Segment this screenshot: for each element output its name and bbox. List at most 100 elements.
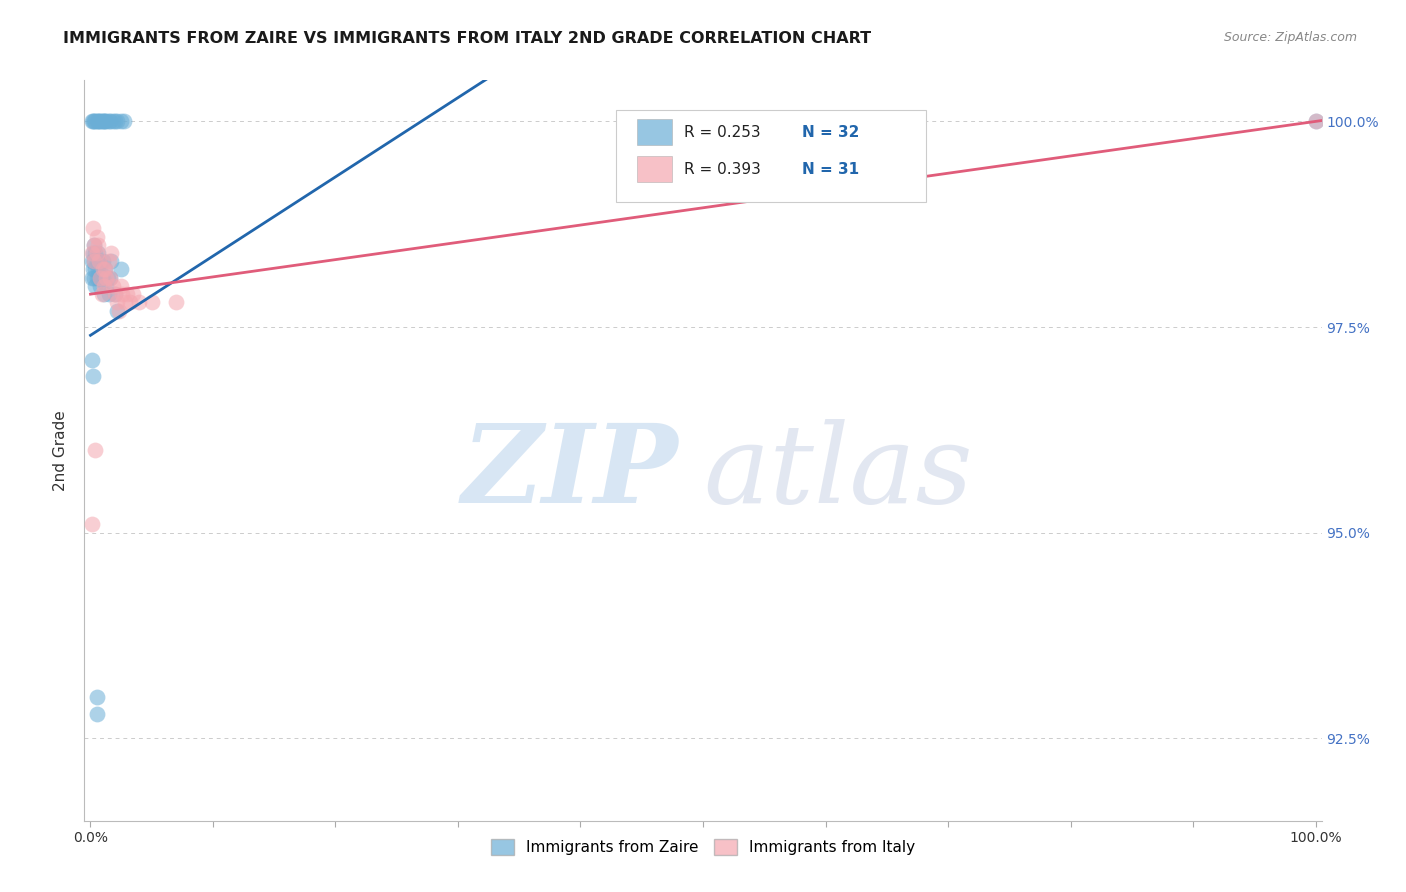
- Point: [89, 262, 111, 277]
- Point: [107, 303, 129, 318]
- Text: R = 0.253: R = 0.253: [685, 125, 761, 140]
- Point: [84, 114, 107, 128]
- Point: [87, 270, 110, 285]
- Point: [89, 279, 111, 293]
- Point: [90, 270, 112, 285]
- Point: [83, 270, 105, 285]
- Point: [98, 114, 121, 128]
- Point: [84, 262, 107, 277]
- Point: [93, 287, 115, 301]
- Point: [110, 114, 132, 128]
- Point: [101, 114, 124, 128]
- Point: [84, 246, 107, 260]
- Y-axis label: 2nd Grade: 2nd Grade: [53, 410, 69, 491]
- Point: [128, 295, 150, 310]
- Point: [89, 270, 111, 285]
- Point: [83, 254, 105, 268]
- Point: [110, 279, 132, 293]
- Point: [87, 262, 110, 277]
- Point: [86, 706, 108, 721]
- Text: N = 31: N = 31: [801, 161, 859, 177]
- Point: [107, 303, 129, 318]
- Point: [86, 254, 108, 268]
- FancyBboxPatch shape: [637, 156, 672, 182]
- Point: [84, 443, 107, 458]
- Point: [82, 114, 104, 128]
- Point: [91, 262, 114, 277]
- Point: [87, 114, 110, 128]
- Point: [96, 279, 118, 293]
- Point: [83, 114, 105, 128]
- Point: [87, 237, 110, 252]
- Text: IMMIGRANTS FROM ZAIRE VS IMMIGRANTS FROM ITALY 2ND GRADE CORRELATION CHART: IMMIGRANTS FROM ZAIRE VS IMMIGRANTS FROM…: [63, 31, 872, 46]
- FancyBboxPatch shape: [616, 110, 925, 202]
- Point: [114, 295, 136, 310]
- Point: [165, 295, 187, 310]
- Point: [84, 279, 107, 293]
- Point: [80, 246, 103, 260]
- Point: [97, 254, 120, 268]
- Point: [115, 287, 138, 301]
- Point: [110, 262, 132, 277]
- Point: [112, 114, 135, 128]
- Point: [86, 690, 108, 705]
- Text: Source: ZipAtlas.com: Source: ZipAtlas.com: [1223, 31, 1357, 45]
- Point: [87, 246, 110, 260]
- Text: atlas: atlas: [703, 419, 973, 526]
- Point: [87, 254, 110, 268]
- Point: [1305, 114, 1327, 128]
- Point: [98, 270, 121, 285]
- Point: [141, 295, 163, 310]
- Point: [118, 295, 141, 310]
- Point: [111, 287, 134, 301]
- Point: [87, 254, 110, 268]
- Point: [98, 270, 121, 285]
- Point: [80, 254, 103, 268]
- Point: [90, 287, 112, 301]
- Point: [93, 114, 115, 128]
- Point: [104, 287, 127, 301]
- Point: [86, 114, 108, 128]
- Point: [86, 270, 108, 285]
- Point: [94, 262, 117, 277]
- Point: [82, 369, 104, 384]
- Point: [104, 114, 127, 128]
- Point: [86, 229, 108, 244]
- Point: [97, 287, 120, 301]
- Point: [94, 262, 117, 277]
- Point: [86, 246, 108, 260]
- Point: [80, 270, 103, 285]
- Point: [97, 114, 120, 128]
- Point: [91, 254, 114, 268]
- Point: [89, 114, 111, 128]
- Point: [83, 254, 105, 268]
- Point: [107, 295, 129, 310]
- Point: [82, 262, 104, 277]
- Point: [96, 114, 118, 128]
- Point: [91, 114, 114, 128]
- Text: ZIP: ZIP: [461, 419, 678, 526]
- Point: [97, 270, 120, 285]
- Point: [100, 246, 122, 260]
- Point: [83, 237, 105, 252]
- Text: N = 32: N = 32: [801, 125, 859, 140]
- Point: [93, 279, 115, 293]
- FancyBboxPatch shape: [637, 119, 672, 145]
- Point: [80, 353, 103, 368]
- Point: [104, 287, 127, 301]
- Point: [107, 114, 129, 128]
- Point: [91, 270, 114, 285]
- Point: [80, 114, 103, 128]
- Point: [100, 254, 122, 268]
- Point: [1305, 114, 1327, 128]
- Point: [83, 237, 105, 252]
- Legend: Immigrants from Zaire, Immigrants from Italy: Immigrants from Zaire, Immigrants from I…: [485, 833, 921, 861]
- Point: [94, 114, 117, 128]
- Point: [90, 114, 112, 128]
- Point: [82, 246, 104, 260]
- Point: [87, 114, 110, 128]
- Text: R = 0.393: R = 0.393: [685, 161, 761, 177]
- Point: [101, 279, 124, 293]
- Point: [96, 270, 118, 285]
- Point: [122, 287, 145, 301]
